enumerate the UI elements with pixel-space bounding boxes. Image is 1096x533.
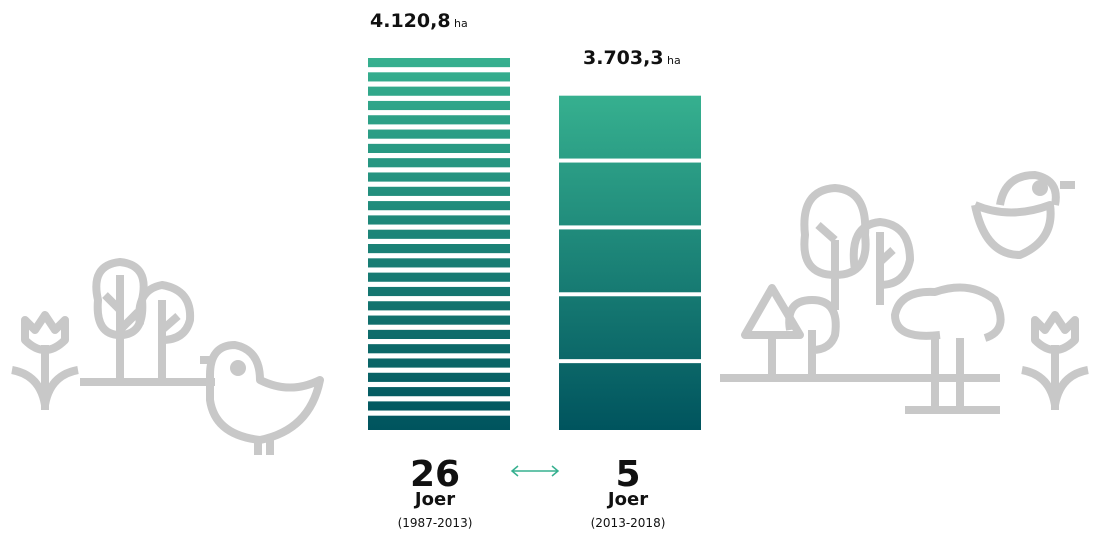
period: (2013-2018) (591, 516, 666, 530)
value-label: 3.703,3 (583, 47, 664, 69)
year-segment (368, 143, 510, 154)
years-count: 5 (615, 454, 640, 495)
bar (559, 95, 701, 430)
year-segment (368, 86, 510, 96)
period: (1987-2013) (398, 516, 473, 530)
year-segment (368, 344, 510, 354)
year-segment (368, 72, 510, 82)
value-label: 4.120,8 (370, 10, 451, 32)
year-segment (368, 272, 510, 282)
year-segment (368, 186, 510, 196)
year-segment (368, 258, 510, 268)
year-segment (559, 162, 701, 226)
year-segment (368, 286, 510, 297)
year-segment (368, 229, 510, 239)
year-segment (368, 215, 510, 225)
year-segment (368, 301, 510, 311)
year-segment (368, 58, 510, 68)
value-unit: ha (454, 17, 468, 30)
bar (368, 58, 510, 430)
year-segment (368, 372, 510, 382)
year-segment (368, 329, 510, 340)
year-segment (368, 387, 510, 397)
year-segment (368, 100, 510, 111)
year-segment (559, 296, 701, 360)
double-arrow (510, 465, 560, 477)
right-illustration (720, 171, 1089, 414)
year-segment (368, 315, 510, 325)
year-segment (368, 401, 510, 411)
year-segment (368, 244, 510, 254)
year-segment (368, 358, 510, 368)
year-segment (368, 115, 510, 125)
year-segment (368, 201, 510, 211)
year-segment (559, 229, 701, 293)
years-label: Joer (606, 489, 648, 510)
year-segment (368, 415, 510, 430)
year-segment (368, 158, 510, 168)
left-illustration (11, 258, 324, 455)
year-segment (368, 172, 510, 182)
years-label: Joer (413, 489, 455, 510)
year-segment (559, 363, 701, 430)
years-count: 26 (410, 454, 460, 495)
value-unit: ha (667, 54, 681, 67)
year-segment (559, 95, 701, 159)
year-segment (368, 129, 510, 139)
